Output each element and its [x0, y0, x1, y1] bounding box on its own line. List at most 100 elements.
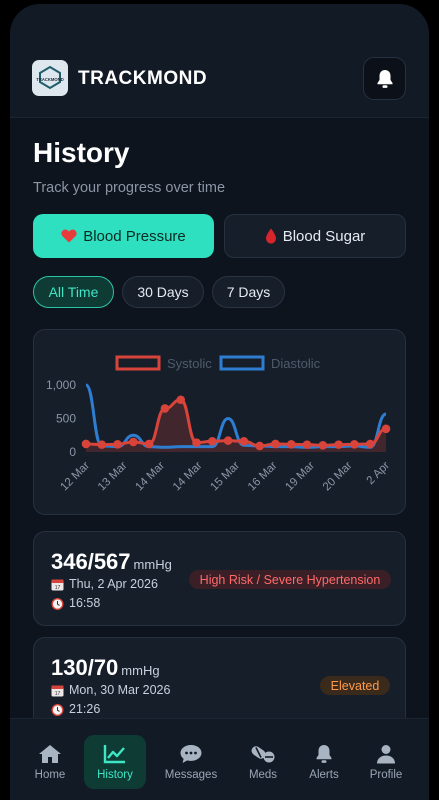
systolic-point [176, 395, 186, 405]
systolic-point [113, 439, 122, 449]
nav-alerts-label: Alerts [309, 769, 339, 781]
app-screen: TRACKMOND TRACKMOND History Track your p… [10, 4, 429, 800]
nav-home-label: Home [34, 769, 66, 781]
calendar-icon: 17 [51, 685, 64, 697]
filter-7-days-label: 7 Days [226, 284, 271, 300]
x-tick-label: 12 Mar [58, 460, 92, 494]
systolic-point [381, 424, 391, 434]
person-icon [377, 745, 395, 764]
y-tick-label: 1,000 [46, 378, 76, 392]
systolic-point [239, 436, 249, 446]
systolic-point [365, 439, 375, 449]
systolic-point [223, 436, 233, 445]
systolic-point [144, 439, 154, 449]
notifications-button[interactable] [363, 57, 406, 100]
drop-icon [265, 228, 276, 244]
tab-blood-sugar-label: Blood Sugar [282, 227, 366, 245]
filter-30-days[interactable]: 30 Days [122, 276, 204, 308]
reading-date-text: Mon, 30 Mar 2026 [69, 683, 171, 697]
systolic-point [318, 441, 328, 450]
nav-meds[interactable]: Meds [232, 735, 294, 789]
reading-value-text: 130/70 [51, 655, 119, 680]
nav-messages-label: Messages [164, 769, 218, 781]
legend-swatch [219, 355, 265, 371]
nav-alerts[interactable]: Alerts [293, 735, 355, 789]
reading-date: 17 Thu, 2 Apr 2026 [51, 577, 158, 591]
reading-value: 346/567 mmHg [51, 549, 172, 575]
nav-history-label: History [97, 769, 133, 781]
legend-label: Diastolic [271, 356, 321, 371]
systolic-point [286, 439, 296, 449]
svg-text:17: 17 [55, 691, 61, 697]
reading-date: 17 Mon, 30 Mar 2026 [51, 683, 170, 697]
svg-text:17: 17 [55, 585, 61, 591]
systolic-point [334, 440, 343, 449]
x-tick-label: 13 Mar [96, 460, 130, 494]
x-tick-label: 14 Mar [133, 460, 167, 494]
systolic-point [302, 440, 312, 449]
x-tick-label: 19 Mar [283, 460, 317, 494]
tab-blood-sugar[interactable]: Blood Sugar [224, 214, 406, 258]
tab-blood-pressure-label: Blood Pressure [83, 227, 186, 245]
filter-30-days-label: 30 Days [137, 284, 189, 300]
x-tick-label: 15 Mar [208, 460, 242, 494]
legend-label: Systolic [167, 356, 212, 371]
reading-time-text: 21:26 [69, 702, 101, 716]
status-badge: Elevated [320, 676, 390, 695]
systolic-point [192, 438, 201, 447]
reading-time: 16:58 [51, 596, 100, 610]
bp-chart-card: Systolic Diastolic 0 500 1,000 12 Mar 13 Mar 14… [33, 329, 406, 515]
heart-icon [61, 229, 77, 243]
app-brand: TRACKMOND [78, 68, 208, 89]
systolic-point [160, 404, 170, 413]
page-title: History [33, 137, 130, 168]
nav-meds-label: Meds [248, 769, 278, 781]
systolic-point [255, 441, 264, 451]
reading-time-text: 16:58 [69, 596, 101, 610]
reading-date-text: Thu, 2 Apr 2026 [69, 577, 158, 591]
diastolic-line [84, 383, 387, 449]
y-tick-label: 0 [69, 445, 76, 459]
systolic-point [208, 436, 217, 446]
reading-value-text: 346/567 [51, 549, 131, 574]
pills-icon [251, 746, 275, 763]
app-logo: TRACKMOND [32, 60, 68, 96]
reading-value: 130/70 mmHg [51, 655, 160, 681]
reading-unit: mmHg [133, 557, 172, 572]
chat-icon [180, 745, 202, 763]
filter-7-days[interactable]: 7 Days [212, 276, 285, 308]
tab-blood-pressure[interactable]: Blood Pressure [33, 214, 214, 258]
page-subtitle: Track your progress over time [33, 180, 226, 196]
nav-home[interactable]: Home [19, 735, 81, 789]
legend-swatch [115, 355, 161, 371]
logo-text: TRACKMOND [36, 77, 63, 82]
nav-history[interactable]: History [84, 735, 146, 789]
y-tick-label: 500 [56, 412, 76, 426]
x-tick-label: 16 Mar [246, 460, 280, 494]
alarm-clock-icon [51, 597, 64, 610]
x-tick-label: 14 Mar [171, 460, 205, 494]
systolic-point [350, 439, 359, 449]
home-icon [39, 745, 61, 763]
nav-profile[interactable]: Profile [355, 735, 417, 789]
systolic-point [97, 440, 107, 449]
reading-card[interactable]: 346/567 mmHg 17 Thu, 2 Apr 2026 16:58 Hig… [33, 531, 406, 626]
bell-icon [377, 69, 392, 88]
chart-icon [103, 745, 125, 764]
systolic-point [129, 437, 138, 447]
reading-unit: mmHg [121, 663, 160, 678]
systolic-point [271, 439, 280, 449]
reading-time: 21:26 [51, 702, 100, 716]
calendar-icon: 17 [51, 579, 64, 591]
x-tick-label: 2 Apr [365, 460, 393, 488]
alarm-clock-icon [51, 703, 64, 716]
filter-all-time-label: All Time [48, 284, 99, 300]
top-bar: TRACKMOND TRACKMOND [10, 4, 429, 118]
status-badge: High Risk / Severe Hypertension [189, 570, 391, 589]
filter-all-time[interactable]: All Time [33, 276, 114, 308]
bell-icon [316, 745, 332, 763]
nav-messages[interactable]: Messages [160, 735, 222, 789]
nav-profile-label: Profile [369, 769, 403, 781]
x-tick-label: 20 Mar [321, 460, 355, 494]
